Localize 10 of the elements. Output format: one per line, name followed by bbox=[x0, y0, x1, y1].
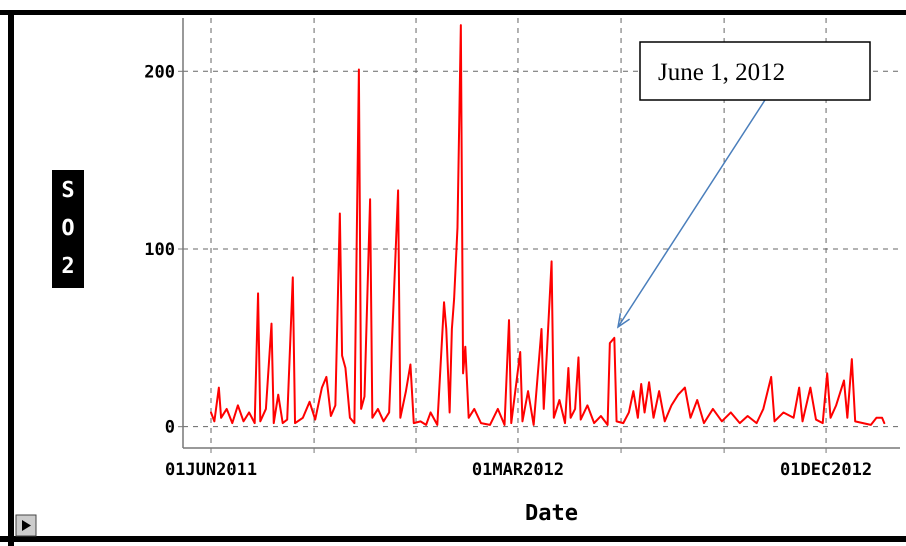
x-tick-label: 01JUN2011 bbox=[164, 460, 258, 480]
y-axis-title: SO2 bbox=[61, 178, 75, 279]
y-tick-label: 200 bbox=[144, 62, 175, 82]
x-tick-label: 01DEC2012 bbox=[780, 460, 872, 480]
y-tick-label: 0 bbox=[164, 418, 175, 438]
x-tick-label: 01MAR2012 bbox=[472, 460, 564, 480]
line-series bbox=[210, 24, 886, 426]
y-tick-label: 100 bbox=[144, 240, 175, 260]
x-axis-title: Date bbox=[525, 501, 578, 526]
annotation: June 1, 2012 bbox=[658, 59, 786, 86]
